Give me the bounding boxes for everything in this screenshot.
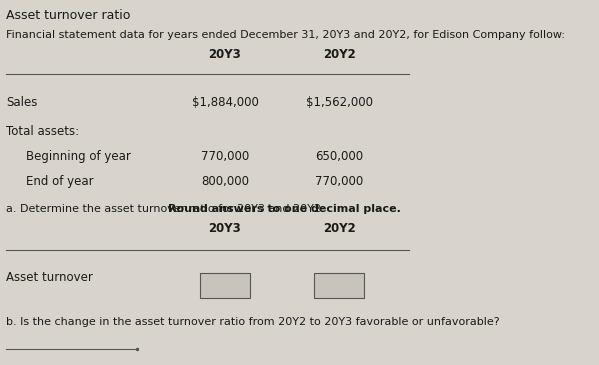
- Text: Round answers to one decimal place.: Round answers to one decimal place.: [168, 204, 401, 214]
- Text: Asset turnover: Asset turnover: [7, 271, 93, 284]
- Text: Sales: Sales: [7, 96, 38, 108]
- Text: 20Y3: 20Y3: [208, 48, 241, 61]
- Text: Total assets:: Total assets:: [7, 124, 80, 138]
- Text: 650,000: 650,000: [315, 150, 363, 163]
- Text: End of year: End of year: [26, 175, 94, 188]
- Text: 20Y2: 20Y2: [323, 222, 356, 235]
- Text: Beginning of year: Beginning of year: [26, 150, 131, 163]
- Text: 770,000: 770,000: [315, 175, 364, 188]
- Text: Asset turnover ratio: Asset turnover ratio: [7, 9, 131, 22]
- Text: b. Is the change in the asset turnover ratio from 20Y2 to 20Y3 favorable or unfa: b. Is the change in the asset turnover r…: [7, 316, 500, 327]
- Text: Financial statement data for years ended December 31, 20Y3 and 20Y2, for Edison : Financial statement data for years ended…: [7, 30, 565, 41]
- Text: a. Determine the asset turnover ratio for 20Y3 and 20Y2.: a. Determine the asset turnover ratio fo…: [7, 204, 328, 214]
- FancyBboxPatch shape: [200, 273, 250, 299]
- Text: 20Y2: 20Y2: [323, 48, 356, 61]
- Text: $1,562,000: $1,562,000: [305, 96, 373, 108]
- Text: 800,000: 800,000: [201, 175, 249, 188]
- Text: 20Y3: 20Y3: [208, 222, 241, 235]
- Text: $1,884,000: $1,884,000: [192, 96, 258, 108]
- FancyBboxPatch shape: [314, 273, 364, 299]
- Text: 770,000: 770,000: [201, 150, 249, 163]
